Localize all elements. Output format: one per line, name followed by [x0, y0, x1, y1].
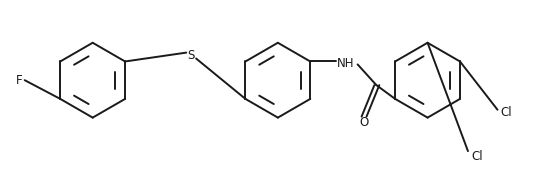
Text: NH: NH	[337, 57, 354, 70]
Text: Cl: Cl	[471, 149, 483, 163]
Text: Cl: Cl	[500, 106, 512, 119]
Text: O: O	[359, 116, 368, 129]
Text: S: S	[187, 49, 195, 62]
Text: F: F	[16, 74, 22, 87]
